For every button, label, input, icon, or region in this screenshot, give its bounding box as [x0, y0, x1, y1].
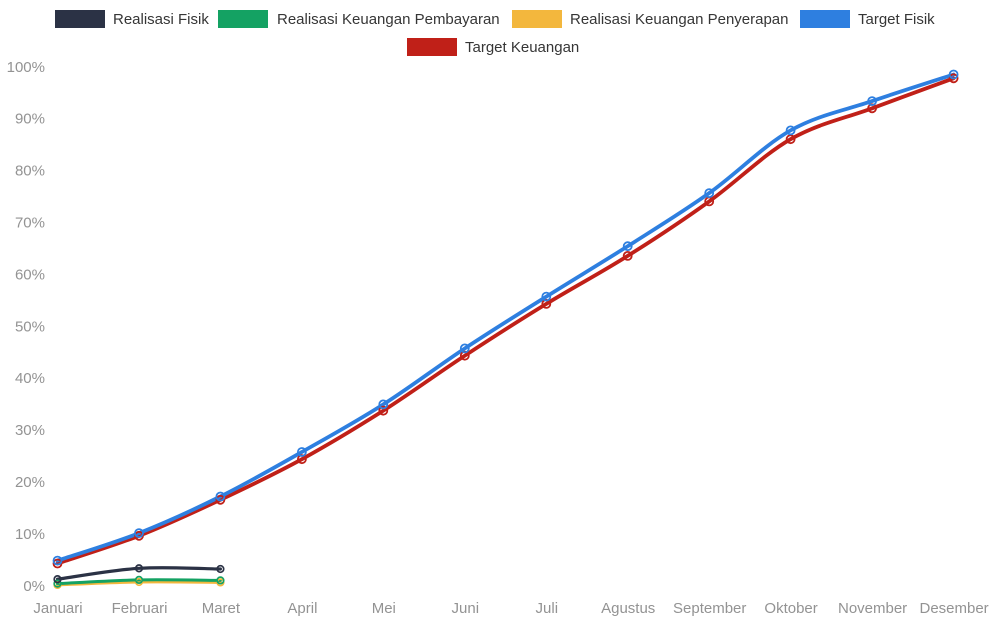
svg-text:Mei: Mei [372, 600, 396, 617]
svg-text:50%: 50% [15, 318, 45, 335]
svg-text:Maret: Maret [202, 600, 241, 617]
svg-text:Oktober: Oktober [764, 600, 817, 617]
svg-text:60%: 60% [15, 266, 45, 283]
svg-text:40%: 40% [15, 370, 45, 387]
svg-text:20%: 20% [15, 474, 45, 491]
svg-text:Juni: Juni [452, 600, 480, 617]
svg-text:Juli: Juli [536, 600, 559, 617]
svg-text:70%: 70% [15, 215, 45, 232]
svg-text:30%: 30% [15, 422, 45, 439]
svg-text:Realisasi Keuangan Penyerapan: Realisasi Keuangan Penyerapan [570, 11, 789, 28]
svg-text:Februari: Februari [112, 600, 168, 617]
svg-text:November: November [838, 600, 907, 617]
svg-text:April: April [287, 600, 317, 617]
svg-text:Agustus: Agustus [601, 600, 655, 617]
svg-text:Realisasi Fisik: Realisasi Fisik [113, 11, 209, 28]
svg-text:0%: 0% [23, 578, 45, 595]
svg-text:100%: 100% [7, 59, 45, 76]
svg-text:10%: 10% [15, 526, 45, 543]
svg-text:Januari: Januari [33, 600, 82, 617]
svg-text:Target Keuangan: Target Keuangan [465, 39, 579, 56]
svg-text:Realisasi Keuangan Pembayaran: Realisasi Keuangan Pembayaran [277, 11, 500, 28]
svg-text:90%: 90% [15, 111, 45, 128]
svg-text:Target Fisik: Target Fisik [858, 11, 935, 28]
svg-text:September: September [673, 600, 746, 617]
svg-text:80%: 80% [15, 163, 45, 180]
svg-text:Desember: Desember [919, 600, 988, 617]
